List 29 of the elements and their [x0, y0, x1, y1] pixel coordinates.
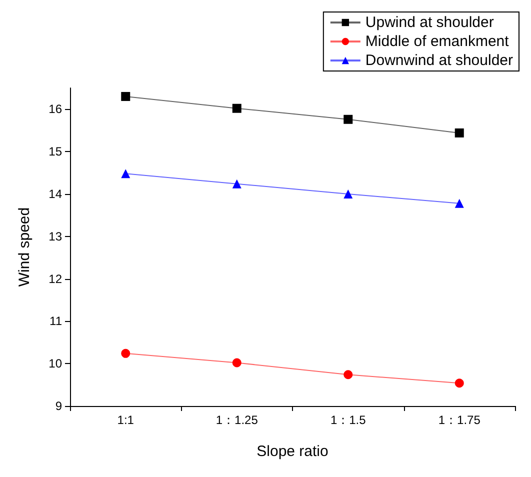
point [121, 348, 130, 358]
point [121, 169, 130, 178]
x-tick-label: 1:1 [117, 413, 134, 427]
y-axis-title: Wind speed [16, 207, 33, 287]
point [454, 378, 464, 388]
y-tick-label: 14 [48, 187, 62, 201]
y-tick-label: 11 [50, 314, 62, 328]
y-tick-label: 12 [48, 272, 62, 286]
x-axis-title: Slope ratio [256, 443, 328, 460]
point [454, 198, 464, 208]
point [232, 179, 242, 188]
point [232, 358, 242, 368]
legend-label: Upwind at shoulder [365, 14, 494, 31]
point [454, 128, 464, 138]
legend-label: Middle of emankment [365, 33, 510, 50]
y-tick-label: 15 [48, 144, 62, 159]
legend-label: Downwind at shoulder [365, 52, 514, 69]
x-tick-label: 1：1.5 [330, 413, 366, 427]
y-tick-label: 9 [55, 399, 62, 413]
y-tick-label: 10 [48, 356, 62, 371]
x-tick-label: 1：1.25 [216, 413, 258, 427]
x-tick-label: 1：1.75 [438, 413, 481, 427]
point [121, 92, 130, 101]
point [232, 104, 242, 113]
y-tick-label: 13 [48, 229, 62, 244]
y-tick-label: 16 [48, 102, 62, 116]
point [344, 190, 353, 198]
point [344, 370, 353, 380]
point [344, 114, 353, 124]
